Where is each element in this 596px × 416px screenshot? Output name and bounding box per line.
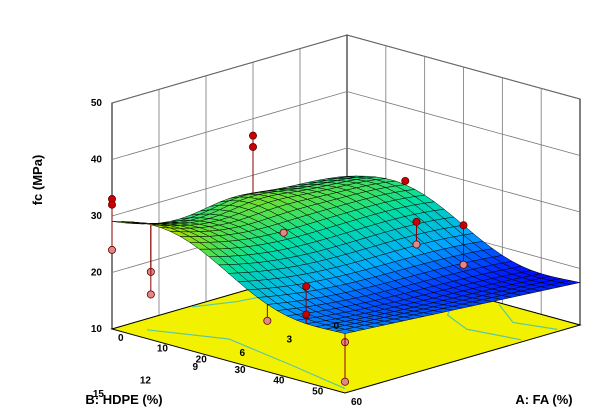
design-point bbox=[108, 200, 117, 209]
design-point bbox=[401, 176, 410, 185]
x-tick-label: 40 bbox=[273, 376, 285, 387]
x-axis-label: A: FA (%) bbox=[515, 392, 572, 407]
x-tick-label: 20 bbox=[196, 354, 208, 365]
y-tick-label: 6 bbox=[239, 348, 245, 359]
z-tick-label: 10 bbox=[91, 324, 103, 335]
gridline bbox=[111, 34, 581, 104]
design-point bbox=[459, 260, 468, 269]
design-point bbox=[279, 228, 288, 237]
response-surface bbox=[111, 175, 581, 334]
tick-labels: 10 20 30 40 50 0 10 20 30 40 50 60 0 3 6 9 12 15 bbox=[91, 98, 363, 408]
design-point bbox=[412, 240, 421, 249]
design-point bbox=[248, 131, 257, 140]
z-tick-label: 20 bbox=[91, 268, 103, 279]
x-tick-label: 0 bbox=[118, 333, 124, 344]
z-tick-label: 30 bbox=[91, 211, 103, 222]
gridline bbox=[111, 91, 581, 160]
z-tick-label: 40 bbox=[91, 155, 103, 166]
design-point bbox=[412, 217, 421, 226]
z-axis-label: fc (MPa) bbox=[30, 155, 45, 206]
x-tick-label: 50 bbox=[312, 386, 324, 397]
design-point bbox=[340, 377, 349, 386]
design-point bbox=[302, 282, 311, 291]
design-point bbox=[248, 142, 257, 151]
contour-line bbox=[498, 304, 558, 330]
gridline bbox=[111, 147, 581, 217]
z-tick-label: 50 bbox=[91, 98, 103, 109]
y-tick-label: 3 bbox=[286, 335, 292, 346]
design-point bbox=[302, 310, 311, 319]
grid-lines bbox=[111, 34, 581, 330]
design-points bbox=[108, 131, 468, 386]
design-point bbox=[146, 290, 155, 299]
y-tick-label: 9 bbox=[192, 362, 198, 373]
x-tick-label: 10 bbox=[157, 344, 169, 355]
contour-line bbox=[147, 329, 346, 390]
y-tick-label: 15 bbox=[93, 389, 105, 400]
design-point bbox=[263, 316, 272, 325]
x-tick-label: 30 bbox=[235, 365, 247, 376]
design-point bbox=[108, 245, 117, 254]
y-tick-label: 0 bbox=[333, 321, 339, 332]
y-axis-label: B: HDPE (%) bbox=[85, 392, 162, 407]
x-tick-label: 60 bbox=[351, 397, 363, 408]
y-tick-label: 12 bbox=[140, 375, 152, 386]
